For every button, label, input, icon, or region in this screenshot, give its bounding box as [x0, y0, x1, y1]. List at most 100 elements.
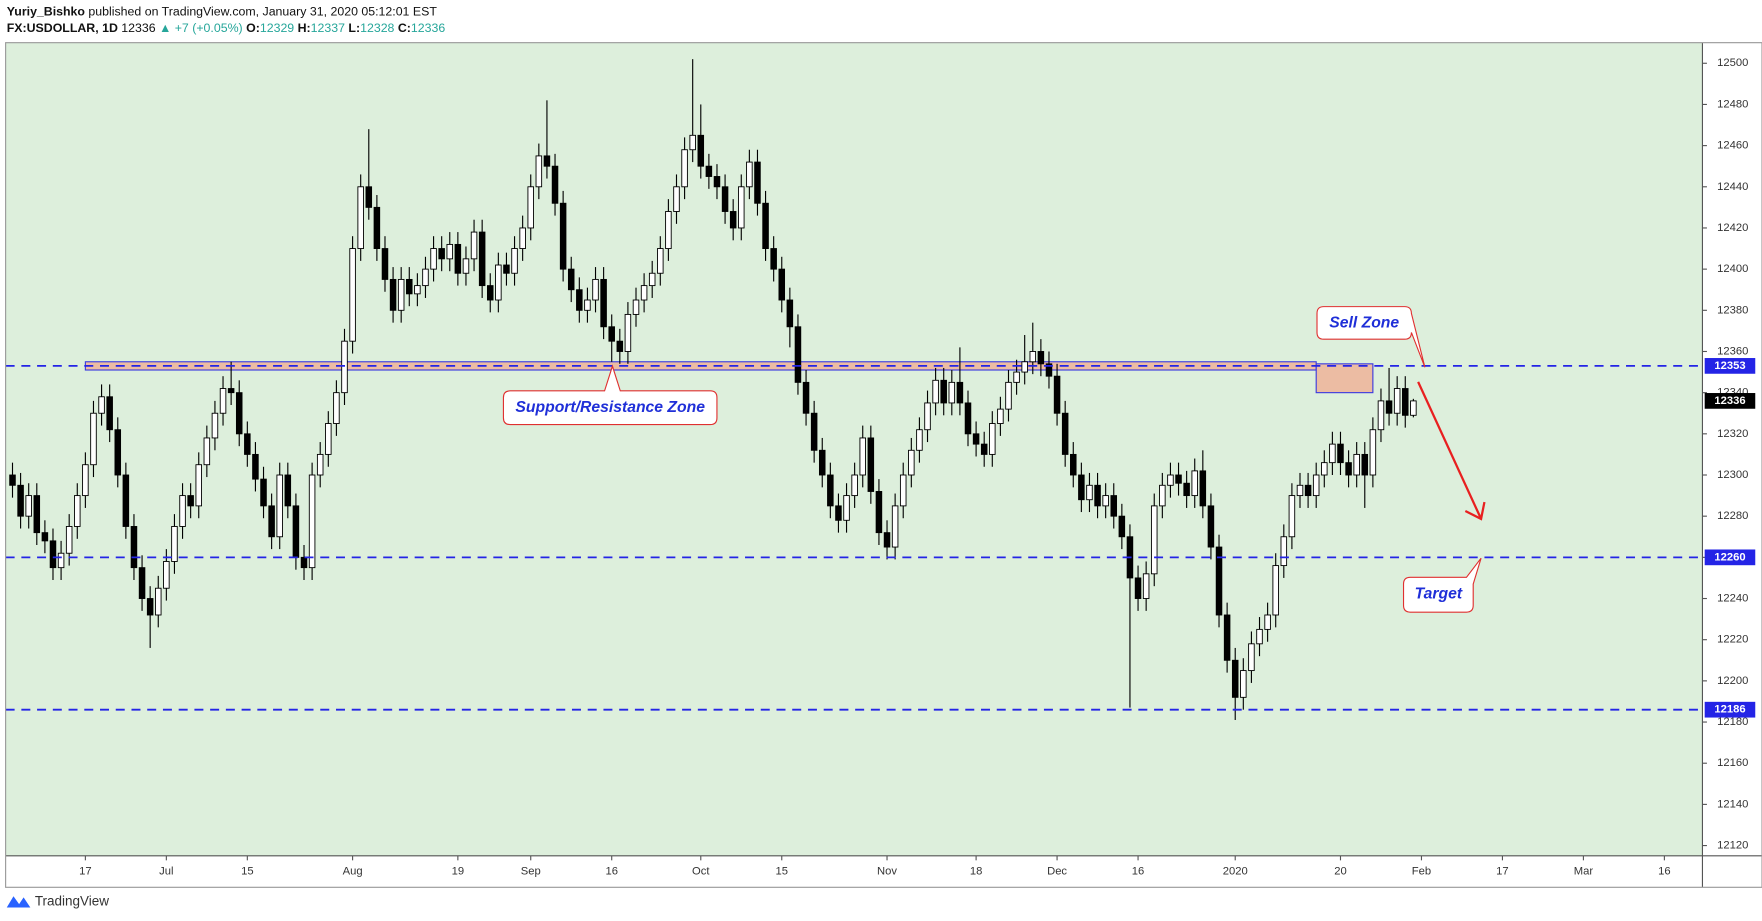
- candle-body: [1369, 429, 1377, 476]
- candle-body: [106, 396, 113, 431]
- candle-body: [1191, 470, 1198, 497]
- candle-body: [705, 165, 713, 177]
- y-tick-label: 12300: [1717, 469, 1748, 481]
- candle-body: [1086, 484, 1093, 501]
- candle-body: [235, 392, 243, 435]
- x-tick-label: Oct: [692, 866, 710, 878]
- callout-text: Support/Resistance Zone: [515, 399, 705, 416]
- candle-body: [252, 453, 259, 480]
- candle-body: [138, 567, 146, 599]
- candle-body: [1393, 388, 1401, 414]
- x-tick-label: 17: [1496, 866, 1508, 878]
- target-arrow-head: [1464, 501, 1486, 521]
- callout-sell: Sell Zone: [1316, 306, 1426, 368]
- candle-body: [802, 381, 810, 414]
- candle-body: [551, 165, 559, 204]
- candle-body: [1402, 388, 1409, 416]
- y-tick-label: 12380: [1717, 304, 1748, 316]
- candle-body: [219, 388, 227, 414]
- candle-body: [859, 437, 866, 476]
- candle-body: [592, 278, 599, 301]
- candle-body: [697, 134, 705, 167]
- candle-body: [559, 202, 567, 270]
- candle-body: [82, 464, 89, 497]
- candle-body: [616, 340, 624, 352]
- candle-body: [640, 285, 648, 301]
- candle-body: [1288, 495, 1296, 538]
- candle-body: [381, 248, 389, 280]
- y-tick-label: 12200: [1717, 675, 1748, 687]
- callout-box: [1402, 557, 1482, 613]
- candle-body: [1240, 670, 1247, 698]
- candle-body: [154, 587, 162, 616]
- candle-layer: [9, 59, 1417, 720]
- candle-body: [365, 186, 373, 208]
- x-tick-label: Dec: [1047, 866, 1067, 878]
- candle-body: [1134, 577, 1142, 599]
- candle-body: [835, 505, 842, 521]
- candle-body: [908, 449, 915, 476]
- candle-body: [657, 248, 664, 274]
- candle-body: [163, 561, 170, 589]
- candle-body: [1183, 482, 1190, 497]
- candle-body: [519, 227, 526, 249]
- candle-body: [227, 388, 235, 394]
- candle-body: [1215, 546, 1223, 616]
- y-tick-label: 12240: [1717, 592, 1748, 604]
- candle-body: [438, 248, 445, 260]
- candle-body: [600, 278, 607, 328]
- header-line-2: FX:USDOLLAR, 1D 12336 ▲ +7 (+0.05%) O:12…: [7, 21, 446, 35]
- candle-body: [211, 412, 219, 439]
- candle-body: [65, 526, 73, 554]
- candle-body: [1175, 474, 1182, 484]
- candle-body: [721, 186, 729, 212]
- candle-body: [406, 278, 413, 295]
- candle-body: [948, 381, 956, 404]
- x-tick-label: Jul: [159, 866, 173, 878]
- candle-body: [57, 552, 65, 569]
- candle-body: [1353, 453, 1360, 476]
- candle-body: [397, 278, 405, 311]
- x-tick-label: 19: [452, 866, 464, 878]
- plot-background: [5, 42, 1703, 856]
- candle-body: [414, 285, 421, 295]
- candle-body: [527, 186, 534, 229]
- candle-body: [1264, 614, 1271, 630]
- y-tick-label: 12480: [1717, 98, 1748, 110]
- candle-body: [454, 243, 462, 274]
- x-tick-label: 15: [241, 866, 253, 878]
- candle-body: [1013, 371, 1020, 383]
- candle-body: [964, 402, 972, 435]
- symbol: FX:USDOLLAR, 1D: [7, 21, 118, 35]
- candle-body: [778, 268, 786, 301]
- candle-body: [1102, 495, 1109, 507]
- x-tick-label: 16: [1132, 866, 1144, 878]
- callout-box: [1316, 306, 1426, 368]
- candle-body: [74, 495, 81, 527]
- axis-layer: 12120 12140 12160 12180 12200 12220 12240 12260…: [79, 57, 1756, 878]
- candle-body: [867, 437, 875, 492]
- candle-body: [203, 437, 211, 466]
- candle-body: [41, 532, 49, 542]
- candle-body: [1304, 484, 1312, 497]
- candle-body: [1150, 505, 1158, 575]
- candle-body: [1272, 565, 1279, 616]
- footer: TradingView: [6, 893, 109, 908]
- y-tick-label: 12400: [1717, 263, 1748, 275]
- candle-body: [1045, 363, 1053, 377]
- candle-body: [883, 532, 891, 548]
- candle-body: [1345, 462, 1352, 476]
- candle-body: [1078, 474, 1085, 501]
- candle-body: [956, 381, 964, 404]
- header-line-1: Yuriy_Bishko published on TradingView.co…: [7, 5, 438, 19]
- candle-body: [1296, 484, 1304, 497]
- candle-body: [786, 299, 794, 328]
- candle-body: [997, 408, 1004, 424]
- candle-body: [422, 268, 429, 287]
- candle-body: [1361, 453, 1369, 476]
- callout-box: [502, 364, 718, 426]
- y-tick-label: 12440: [1717, 181, 1748, 193]
- candle-body: [179, 495, 186, 527]
- candle-body: [495, 264, 502, 301]
- y-tick-label: 12140: [1717, 798, 1748, 810]
